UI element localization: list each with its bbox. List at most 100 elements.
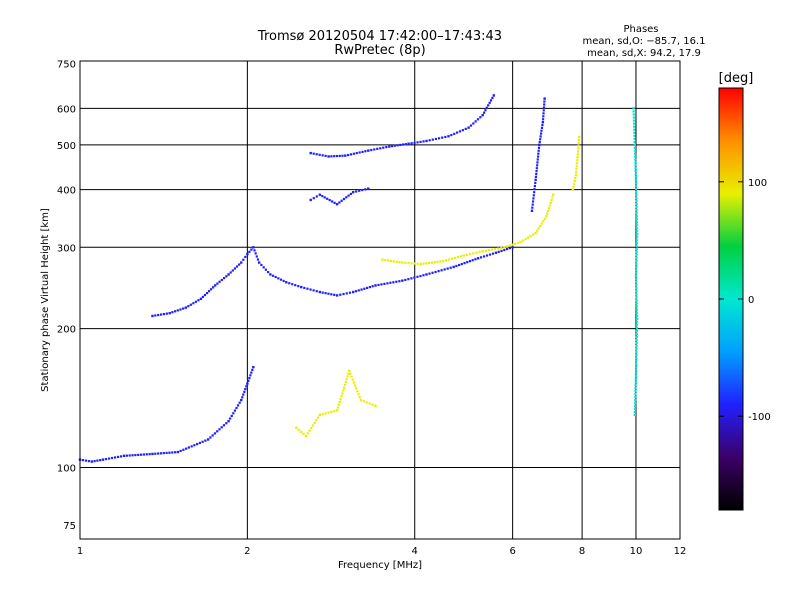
data-point (355, 387, 358, 390)
data-point (157, 452, 160, 455)
data-point (633, 146, 636, 149)
data-point (203, 293, 207, 297)
data-point (93, 460, 96, 463)
data-point (196, 442, 199, 446)
data-point (462, 254, 465, 257)
data-point (229, 271, 232, 274)
data-point (331, 200, 334, 203)
data-point (635, 239, 639, 242)
data-point (404, 143, 407, 146)
data-point (327, 155, 330, 158)
data-point (357, 289, 360, 292)
plot-frame (79, 60, 681, 540)
data-point (209, 436, 212, 439)
data-point (492, 94, 496, 97)
data-point (576, 153, 579, 156)
data-point (279, 278, 283, 281)
data-point (573, 179, 576, 183)
data-point (434, 137, 438, 141)
data-point (479, 116, 482, 119)
data-point (503, 246, 506, 249)
data-point (107, 457, 111, 460)
data-point (634, 170, 637, 173)
data-point (345, 378, 348, 381)
data-point (634, 175, 637, 179)
data-point (416, 262, 419, 265)
data-point (632, 113, 635, 116)
data-point (634, 167, 637, 170)
data-point (197, 299, 200, 302)
data-point (634, 378, 637, 381)
data-point (176, 309, 179, 312)
data-point (491, 96, 494, 100)
data-point (634, 271, 638, 275)
data-point (182, 448, 185, 451)
data-point (632, 107, 635, 110)
phase-stats-heading: Phases (623, 24, 658, 35)
data-point (634, 164, 637, 167)
data-point (333, 155, 336, 158)
data-point (474, 258, 477, 261)
data-point (511, 243, 514, 246)
data-point (252, 365, 255, 369)
data-point (131, 454, 134, 457)
data-point (472, 122, 475, 125)
data-point (413, 262, 416, 265)
data-point (546, 212, 549, 215)
data-point (441, 259, 445, 263)
data-point (530, 209, 534, 212)
data-point (636, 320, 639, 323)
data-point (519, 240, 522, 244)
data-point (388, 145, 391, 148)
data-point (533, 191, 536, 194)
data-point (635, 314, 639, 317)
y-tick-label: 500 (57, 141, 76, 152)
data-point (460, 262, 463, 266)
data-point (490, 248, 494, 251)
data-point (543, 97, 546, 100)
data-point (635, 299, 638, 302)
data-point (508, 244, 511, 247)
data-point (122, 454, 126, 458)
data-point (345, 196, 348, 199)
data-point (368, 402, 371, 405)
data-point (428, 139, 431, 142)
data-point (634, 178, 638, 182)
data-point (220, 426, 223, 429)
data-point (142, 453, 146, 456)
data-point (374, 284, 377, 287)
data-point (318, 153, 321, 156)
data-point (468, 260, 472, 263)
data-point (148, 453, 151, 456)
data-point (306, 287, 309, 290)
data-point (633, 404, 637, 408)
data-point (542, 106, 546, 109)
data-point (635, 263, 638, 266)
data-point (374, 404, 377, 408)
data-point (101, 458, 105, 461)
data-point (231, 269, 234, 272)
data-point (345, 292, 348, 295)
data-point (168, 451, 171, 454)
data-point (204, 439, 207, 442)
data-point (419, 274, 422, 278)
data-point (479, 256, 483, 259)
colorbar-tick-label: 0 (748, 295, 754, 306)
data-point (159, 313, 163, 316)
data-point (218, 428, 221, 431)
data-point (187, 446, 190, 449)
data-point (295, 426, 298, 429)
data-point (540, 222, 543, 225)
data-point (380, 283, 383, 286)
data-point (349, 192, 352, 195)
data-point (330, 410, 333, 413)
data-point (257, 261, 261, 264)
data-point (260, 263, 263, 267)
data-point (635, 332, 638, 336)
data-point (194, 300, 197, 303)
data-point (370, 148, 373, 152)
data-point (235, 406, 238, 410)
data-point (456, 131, 459, 134)
data-point (404, 278, 407, 281)
grid-lines (80, 61, 680, 539)
